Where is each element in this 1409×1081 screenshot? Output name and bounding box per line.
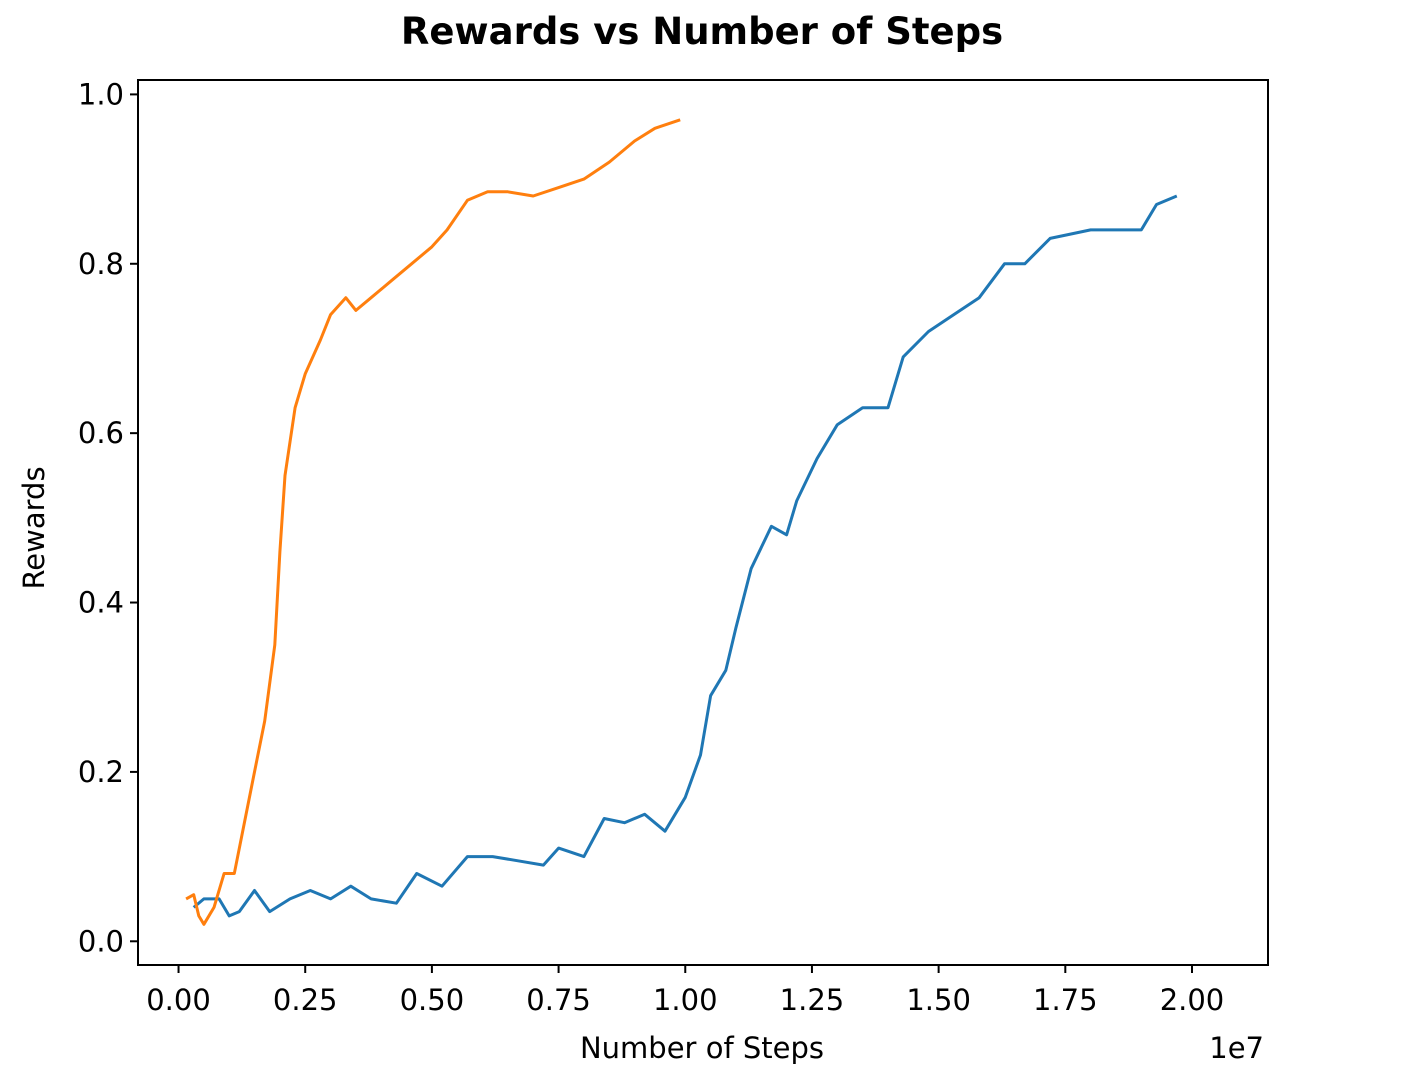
y-tick-label: 0.4: [78, 586, 124, 620]
y-tick-label: 0.2: [78, 755, 124, 789]
y-tick-label: 0.6: [78, 416, 124, 450]
y-tick-label: 0.0: [78, 924, 124, 958]
y-tick-label: 1.0: [78, 77, 124, 111]
series-line-1: [192, 194, 1178, 918]
x-tick-label: 2.00: [1160, 983, 1225, 1017]
series-group: [185, 118, 1178, 926]
x-tick-label: 1.50: [906, 983, 971, 1017]
y-tick-label: 0.8: [78, 247, 124, 281]
series-line-2: [185, 118, 681, 926]
x-tick-label: 0.75: [526, 983, 591, 1017]
x-tick-label: 0.00: [146, 983, 211, 1017]
x-tick-label: 1.75: [1033, 983, 1098, 1017]
x-tick-label: 1.00: [653, 983, 718, 1017]
x-axis-offset-label: 1e7: [1209, 1031, 1264, 1065]
x-tick-label: 0.25: [273, 983, 338, 1017]
plot-area: [137, 79, 1269, 966]
y-axis: 0.0 0.2 0.4 0.6 0.8 1.0: [78, 77, 138, 958]
chart-title: Rewards vs Number of Steps: [401, 10, 1003, 53]
x-axis-label: Number of Steps: [580, 1031, 824, 1065]
y-axis-label: Rewards: [17, 466, 51, 589]
x-tick-label: 0.50: [400, 983, 465, 1017]
x-tick-label: 1.25: [780, 983, 845, 1017]
x-axis: 0.00 0.25 0.50 0.75 1.00 1.25 1.50 1.75 2.00: [146, 965, 1224, 1017]
